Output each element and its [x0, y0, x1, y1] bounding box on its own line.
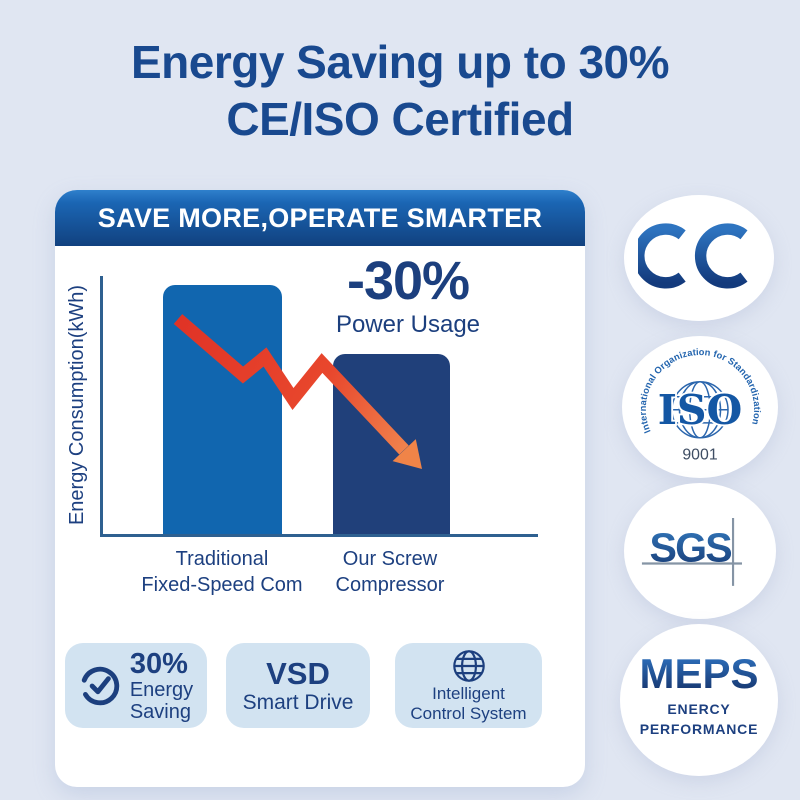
feature-energy-saving: 30% Energy Saving	[65, 643, 207, 728]
energy-bar-chart: Energy Consumption(kWh) -30% Power Usage…	[55, 246, 585, 643]
svg-text:9001: 9001	[682, 446, 717, 463]
downtrend-arrow-icon	[173, 314, 422, 469]
x-axis-line	[100, 534, 538, 537]
card-banner: SAVE MORE,OPERATE SMARTER	[55, 190, 585, 246]
sgs-logo-icon: SGS	[641, 517, 742, 586]
feature-intelligent-control: Intelligent Control System	[395, 643, 542, 728]
annotation-value: -30%	[346, 251, 470, 311]
page-title: Energy Saving up to 30% CE/ISO Certified	[0, 34, 800, 148]
svg-text:ISO: ISO	[658, 385, 743, 434]
y-axis-line	[100, 276, 103, 537]
svg-text:SGS: SGS	[649, 525, 731, 571]
iso-9001-logo-icon: International Organization for Standardi…	[638, 347, 762, 463]
title-line-2: CE/ISO Certified	[226, 93, 574, 145]
globe-icon	[452, 649, 485, 682]
annotation-label: Power Usage	[335, 311, 481, 338]
check-circle-icon	[81, 666, 120, 705]
title-line-1: Energy Saving up to 30%	[130, 36, 670, 88]
power-usage-annotation: -30% Power Usage	[323, 252, 493, 338]
svg-text:MEPS: MEPS	[639, 650, 758, 697]
feature-value: 30%	[129, 647, 188, 680]
cert-badge-sgs: SGS	[624, 483, 776, 619]
cert-badge-meps: MEPS ENERCY PERFORMANCE	[620, 624, 778, 776]
meps-logo-icon: MEPS ENERCY PERFORMANCE	[639, 650, 758, 737]
svg-text:ENERCY: ENERCY	[667, 701, 730, 717]
svg-text:PERFORMANCE: PERFORMANCE	[640, 721, 758, 737]
cert-badge-iso-9001: International Organization for Standardi…	[622, 336, 778, 478]
feature-vsd-smart-drive: VSD Smart Drive	[226, 643, 370, 728]
feature-value: VSD	[266, 655, 330, 691]
ce-mark-icon	[638, 223, 748, 289]
info-card: SAVE MORE,OPERATE SMARTER Energy Consump…	[55, 190, 585, 787]
x-label-screw: Our Screw Compressor	[335, 548, 445, 596]
x-label-traditional: Traditional Fixed-Speed Com	[141, 548, 303, 596]
cert-badge-ce	[624, 195, 774, 321]
